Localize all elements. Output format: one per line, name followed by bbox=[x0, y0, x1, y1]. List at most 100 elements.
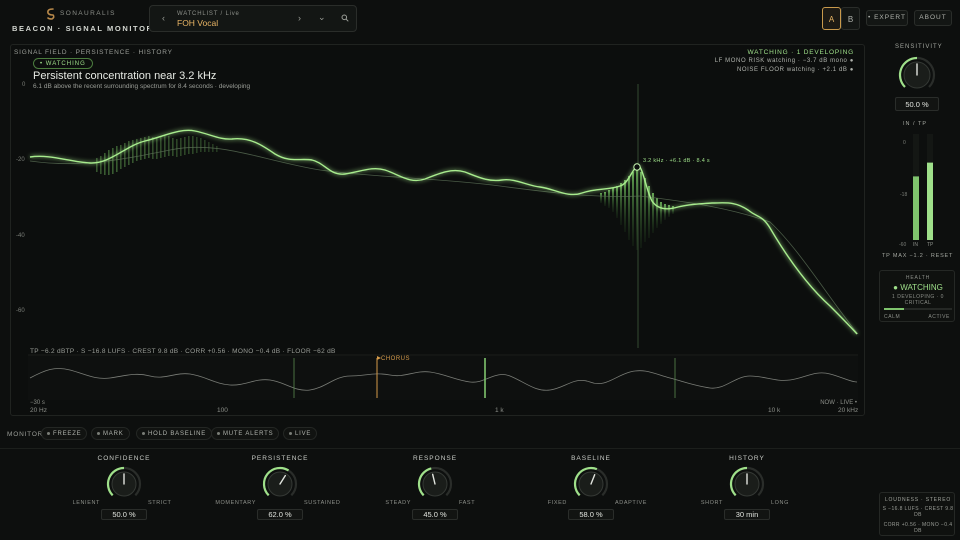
monitor-label: MONITOR bbox=[7, 431, 44, 438]
mark-button-label: MARK bbox=[103, 431, 124, 437]
loudness-panel: LOUDNESS · STEREO S −16.8 LUFS · CREST 9… bbox=[879, 492, 955, 536]
knob-dial[interactable] bbox=[728, 465, 766, 503]
status-dot-icon bbox=[47, 431, 50, 435]
preset-b-button[interactable]: B bbox=[841, 7, 860, 30]
noise-floor-status: NOISE FLOOR watching · +2.1 dB ● bbox=[736, 67, 854, 73]
alert-title: Persistent concentration near 3.2 kHz bbox=[33, 70, 217, 82]
live-button[interactable]: LIVE bbox=[283, 427, 318, 440]
meter-in-label: IN bbox=[913, 242, 918, 248]
knob-fill bbox=[262, 466, 290, 497]
alert-detail: 6.1 dB above the recent surrounding spec… bbox=[33, 83, 251, 90]
health-state: ● WATCHING bbox=[893, 283, 943, 292]
freeze-button[interactable]: FREEZE bbox=[41, 427, 88, 440]
signal-field-panel bbox=[10, 44, 865, 416]
divider bbox=[0, 448, 960, 449]
chorus-marker-label: CHORUS bbox=[381, 356, 411, 362]
knob-dial[interactable] bbox=[572, 465, 610, 503]
watching-badge: • WATCHING bbox=[33, 58, 93, 69]
level-meter: 0 -18 -60 IN TP bbox=[899, 134, 934, 248]
app-title: BEACON · SIGNAL MONITOR bbox=[12, 24, 154, 33]
health-active-label: ACTIVE bbox=[928, 314, 950, 320]
search-icon[interactable] bbox=[341, 14, 349, 22]
meter-title: IN / TP bbox=[903, 121, 928, 127]
knob-min-label: MOMENTARY bbox=[215, 500, 256, 506]
knob-max-label: FAST bbox=[459, 500, 476, 506]
status-dot-icon bbox=[142, 431, 145, 435]
meter-tick-label: -60 bbox=[899, 242, 906, 248]
health-subtext: 1 DEVELOPING · 0 CRITICAL bbox=[892, 294, 944, 306]
health-state-text: WATCHING bbox=[900, 283, 943, 292]
hold-baseline-button-label: HOLD BASELINE bbox=[148, 431, 207, 437]
status-summary: WATCHING · 1 DEVELOPING bbox=[747, 49, 854, 56]
brand-logo-icon bbox=[47, 8, 55, 20]
freq-label: 20 kHz bbox=[838, 407, 859, 414]
knob-fill bbox=[573, 466, 598, 497]
watchlist-label: WATCHLIST / Live bbox=[177, 11, 240, 17]
tp-meter-fill bbox=[927, 162, 933, 240]
in-meter-fill bbox=[913, 176, 919, 240]
freq-label: 1 k bbox=[495, 407, 504, 414]
tp-max-reset[interactable]: TP MAX −1.2 · RESET bbox=[882, 253, 954, 259]
knob-min-label: LENIENT bbox=[72, 500, 100, 506]
knob-title: RESPONSE bbox=[412, 455, 458, 462]
knob-value[interactable]: 50.0 % bbox=[101, 509, 147, 520]
knob-dial[interactable] bbox=[416, 465, 454, 503]
status-dot-icon bbox=[97, 431, 100, 435]
health-panel: HEALTH ● WATCHING 1 DEVELOPING · 0 CRITI… bbox=[879, 270, 955, 322]
freq-label: 100 bbox=[217, 407, 228, 414]
hold-baseline-button[interactable]: HOLD BASELINE bbox=[136, 427, 213, 440]
freeze-button-label: FREEZE bbox=[53, 431, 82, 437]
knob-value[interactable]: 58.0 % bbox=[568, 509, 614, 520]
chorus-flag-icon bbox=[377, 356, 381, 360]
chevron-down-icon[interactable]: ⌄ bbox=[318, 12, 326, 22]
loudness-line-2: CORR +0.56 · MONO −0.4 DB bbox=[883, 522, 953, 534]
watchlist-prev-button[interactable]: ‹ bbox=[162, 13, 165, 23]
meter-tp-label: TP bbox=[927, 242, 934, 248]
history-bars-lowmid bbox=[96, 135, 218, 175]
knob-dial[interactable] bbox=[105, 465, 143, 503]
history-start-label: −30 s bbox=[30, 400, 45, 406]
sensitivity-title: SENSITIVITY bbox=[895, 44, 943, 50]
knob-min-label: FIXED bbox=[547, 500, 567, 506]
status-dot-icon bbox=[217, 431, 220, 435]
loudness-title: LOUDNESS · STEREO bbox=[884, 497, 952, 503]
brand-name: SONAURALIS bbox=[60, 10, 116, 17]
meter-tick-label: 0 bbox=[903, 140, 906, 146]
knob-title: PERSISTENCE bbox=[251, 455, 309, 462]
knob-value[interactable]: 62.0 % bbox=[257, 509, 303, 520]
knob-pointer bbox=[279, 474, 287, 485]
knob-fill bbox=[729, 466, 748, 497]
knob-fill bbox=[417, 467, 432, 497]
knob-max-label: SUSTAINED bbox=[304, 500, 341, 506]
mark-button[interactable]: MARK bbox=[91, 427, 130, 440]
watchlist-next-button[interactable]: › bbox=[298, 13, 301, 23]
watchlist-value: FOH Vocal bbox=[177, 18, 219, 28]
y-tick-label: 0 bbox=[22, 82, 26, 88]
expert-button[interactable]: • EXPERT bbox=[866, 10, 908, 26]
knob-pointer bbox=[590, 474, 596, 485]
y-tick-label: -60 bbox=[16, 308, 25, 314]
knob-max-label: ADAPTIVE bbox=[615, 500, 648, 506]
y-tick-label: -20 bbox=[16, 157, 25, 163]
sensitivity-knob[interactable] bbox=[897, 55, 937, 95]
sensitivity-value[interactable]: 50.0 % bbox=[895, 97, 939, 111]
mute-alerts-button-label: MUTE ALERTS bbox=[223, 431, 274, 437]
live-spectrum-curve bbox=[29, 129, 858, 335]
history-waveform bbox=[29, 368, 858, 391]
marker-point[interactable] bbox=[633, 163, 641, 171]
about-button[interactable]: ABOUT bbox=[914, 10, 952, 26]
knob-value[interactable]: 30 min bbox=[724, 509, 770, 520]
knob-dial[interactable] bbox=[261, 465, 299, 503]
knob-max-label: LONG bbox=[771, 500, 789, 506]
health-title: HEALTH bbox=[905, 275, 931, 281]
knob-value[interactable]: 45.0 % bbox=[412, 509, 458, 520]
knob-pointer bbox=[431, 473, 436, 485]
watchlist-selector[interactable]: ‹ WATCHLIST / Live FOH Vocal › ⌄ bbox=[149, 5, 357, 32]
baseline-curve bbox=[29, 146, 859, 335]
health-bar-fill bbox=[884, 308, 905, 310]
health-bar-track bbox=[884, 308, 952, 310]
preset-a-button[interactable]: A bbox=[822, 7, 841, 30]
mute-alerts-button[interactable]: MUTE ALERTS bbox=[211, 427, 280, 440]
knob-title: BASELINE bbox=[571, 455, 611, 462]
